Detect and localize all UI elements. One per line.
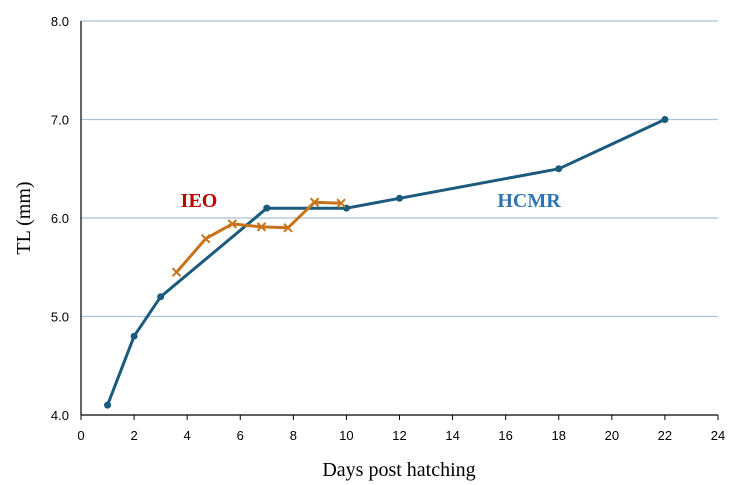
hcmr-point xyxy=(104,401,112,409)
ieo-point xyxy=(171,267,182,277)
hcmr-point xyxy=(263,204,271,212)
y-axis-title: TL (mm) xyxy=(13,181,35,254)
x-tick-label: 20 xyxy=(605,428,619,443)
x-tick-label: 6 xyxy=(237,428,244,443)
y-tick-label: 5.0 xyxy=(51,310,69,325)
y-tick-label: 7.0 xyxy=(51,113,69,128)
hcmr-point xyxy=(555,165,563,173)
ieo-point xyxy=(283,223,293,233)
x-tick-label: 2 xyxy=(130,428,137,443)
x-tick-label: 12 xyxy=(392,428,406,443)
x-tick-label: 18 xyxy=(552,428,566,443)
x-axis-title: Days post hatching xyxy=(322,459,475,481)
y-tick-labels: 4.0 5.0 6.0 7.0 8.0 xyxy=(51,14,69,423)
x-tick-label: 14 xyxy=(445,428,459,443)
y-tick-label: 4.0 xyxy=(51,408,69,423)
x-tick-label: 4 xyxy=(184,428,191,443)
ieo-series-label: IEO xyxy=(181,190,218,212)
ieo-point xyxy=(201,233,211,244)
ieo-point xyxy=(309,197,320,207)
hcmr-series-label: HCMR xyxy=(497,190,561,212)
x-tick-labels: 0 2 4 6 8 10 12 14 16 18 20 22 24 xyxy=(77,415,725,443)
y-tick-label: 6.0 xyxy=(51,211,69,226)
ieo-point xyxy=(227,219,237,229)
series xyxy=(104,116,669,409)
hcmr-series xyxy=(104,116,669,409)
x-tick-label: 0 xyxy=(77,428,84,443)
x-tick-label: 22 xyxy=(658,428,672,443)
x-tick-label: 10 xyxy=(339,428,353,443)
hcmr-point xyxy=(396,194,403,202)
hcmr-point xyxy=(661,116,669,123)
gridlines xyxy=(81,20,718,318)
y-tick-label: 8.0 xyxy=(51,14,69,29)
ieo-point xyxy=(256,222,267,232)
x-tick-label: 24 xyxy=(711,428,725,443)
hcmr-point xyxy=(157,293,165,301)
ieo-series xyxy=(171,197,346,277)
hcmr-point xyxy=(130,332,138,340)
hcmr-line xyxy=(106,118,666,406)
x-tick-label: 16 xyxy=(498,428,512,443)
ieo-point xyxy=(336,198,346,208)
x-tick-label: 8 xyxy=(290,428,297,443)
